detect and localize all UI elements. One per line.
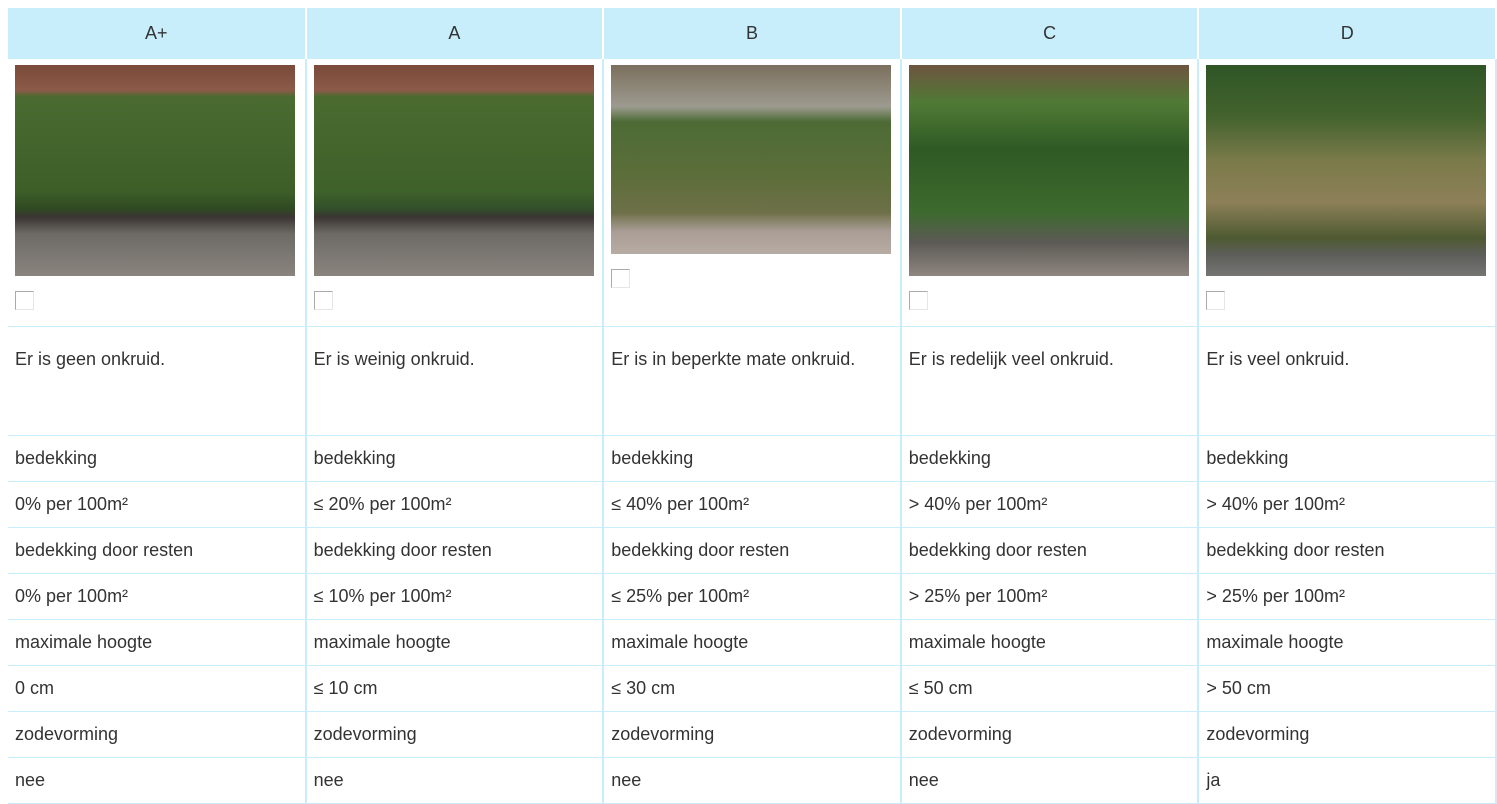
criteria-cell: ≤ 20% per 100m²	[306, 482, 604, 528]
criteria-cell: bedekking door resten	[603, 528, 901, 574]
criteria-cell: zodevorming	[8, 712, 306, 758]
grade-header: D	[1198, 8, 1496, 59]
checkbox[interactable]	[909, 291, 928, 310]
criteria-cell: > 50 cm	[1198, 666, 1496, 712]
criteria-cell: bedekking door resten	[306, 528, 604, 574]
description-cell: Er is veel onkruid.	[1198, 327, 1496, 436]
photo	[1206, 65, 1486, 276]
criteria-cell: ≤ 50 cm	[901, 666, 1199, 712]
criteria-cell: bedekking door resten	[8, 528, 306, 574]
criteria-cell: 0% per 100m²	[8, 574, 306, 620]
description-row: Er is geen onkruid.Er is weinig onkruid.…	[8, 327, 1496, 436]
criteria-cell: > 40% per 100m²	[1198, 482, 1496, 528]
photo	[314, 65, 594, 276]
criteria-cell: > 25% per 100m²	[1198, 574, 1496, 620]
criteria-row: 0% per 100m²≤ 20% per 100m²≤ 40% per 100…	[8, 482, 1496, 528]
criteria-cell: ≤ 30 cm	[603, 666, 901, 712]
photo-cell	[1198, 59, 1496, 327]
criteria-cell: > 25% per 100m²	[901, 574, 1199, 620]
criteria-cell: maximale hoogte	[901, 620, 1199, 666]
criteria-cell: bedekking door resten	[901, 528, 1199, 574]
criteria-cell: bedekking door resten	[1198, 528, 1496, 574]
criteria-cell: ja	[1198, 758, 1496, 804]
photo-cell	[603, 59, 901, 327]
criteria-cell: nee	[901, 758, 1199, 804]
grade-header: A+	[8, 8, 306, 59]
criteria-cell: nee	[8, 758, 306, 804]
criteria-cell: 0 cm	[8, 666, 306, 712]
criteria-row: 0 cm≤ 10 cm≤ 30 cm≤ 50 cm> 50 cm	[8, 666, 1496, 712]
criteria-cell: ≤ 40% per 100m²	[603, 482, 901, 528]
criteria-cell: nee	[603, 758, 901, 804]
criteria-row: 0% per 100m²≤ 10% per 100m²≤ 25% per 100…	[8, 574, 1496, 620]
criteria-cell: 0% per 100m²	[8, 482, 306, 528]
top-bar	[0, 0, 1497, 8]
photo	[909, 65, 1189, 276]
description-cell: Er is weinig onkruid.	[306, 327, 604, 436]
checkbox[interactable]	[314, 291, 333, 310]
criteria-cell: zodevorming	[306, 712, 604, 758]
criteria-cell: maximale hoogte	[8, 620, 306, 666]
criteria-cell: > 40% per 100m²	[901, 482, 1199, 528]
criteria-cell: zodevorming	[901, 712, 1199, 758]
page: A+ABCD Er is geen onkruid.Er is weinig o…	[0, 0, 1497, 765]
checkbox[interactable]	[15, 291, 34, 310]
criteria-cell: maximale hoogte	[1198, 620, 1496, 666]
criteria-cell: bedekking	[901, 436, 1199, 482]
description-cell: Er is in beperkte mate onkruid.	[603, 327, 901, 436]
description-cell: Er is geen onkruid.	[8, 327, 306, 436]
grade-header: B	[603, 8, 901, 59]
criteria-cell: maximale hoogte	[306, 620, 604, 666]
criteria-cell: ≤ 10% per 100m²	[306, 574, 604, 620]
photo-cell	[306, 59, 604, 327]
table-body: Er is geen onkruid.Er is weinig onkruid.…	[8, 59, 1496, 804]
photo	[15, 65, 295, 276]
checkbox[interactable]	[611, 269, 630, 288]
criteria-cell: ≤ 25% per 100m²	[603, 574, 901, 620]
checkbox[interactable]	[1206, 291, 1225, 310]
criteria-cell: bedekking	[603, 436, 901, 482]
photo	[611, 65, 891, 254]
criteria-cell: bedekking	[306, 436, 604, 482]
grade-header: A	[306, 8, 604, 59]
criteria-cell: nee	[306, 758, 604, 804]
grade-header: C	[901, 8, 1199, 59]
photo-cell	[901, 59, 1199, 327]
photo-row	[8, 59, 1496, 327]
criteria-cell: maximale hoogte	[603, 620, 901, 666]
criteria-cell: bedekking	[1198, 436, 1496, 482]
description-cell: Er is redelijk veel onkruid.	[901, 327, 1199, 436]
criteria-cell: zodevorming	[603, 712, 901, 758]
criteria-cell: bedekking	[8, 436, 306, 482]
photo-cell	[8, 59, 306, 327]
criteria-cell: ≤ 10 cm	[306, 666, 604, 712]
criteria-cell: zodevorming	[1198, 712, 1496, 758]
